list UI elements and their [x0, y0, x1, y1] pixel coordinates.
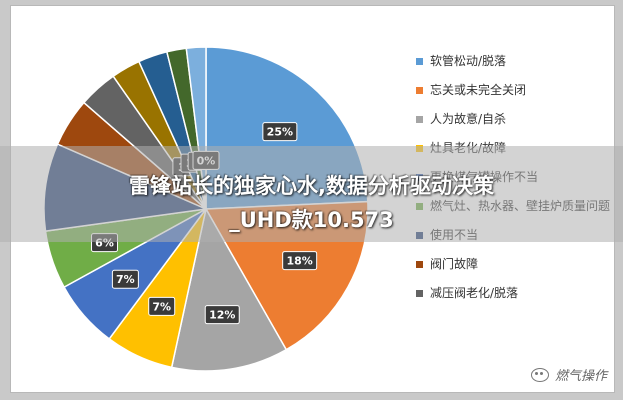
legend-label: 人为故意/自杀 [430, 112, 507, 126]
data-label: 25% [262, 122, 298, 142]
legend-item: 忘关或未完全关闭 [416, 83, 621, 98]
legend-label: 减压阀老化/脱落 [430, 286, 519, 300]
legend-swatch [416, 116, 423, 123]
data-label: 7% [111, 269, 139, 289]
watermark-text: 燃气操作 [554, 369, 607, 384]
legend-label: 忘关或未完全关闭 [430, 83, 527, 97]
legend-item: 人为故意/自杀 [416, 112, 621, 127]
data-label: 12% [204, 305, 240, 325]
headline-line-1: 雷锋站长的独家心水,数据分析驱动决策 [129, 174, 494, 198]
legend-swatch [416, 290, 423, 297]
legend-label: 软管松动/脱落 [430, 54, 507, 68]
data-label-text: 18% [286, 255, 312, 268]
legend-label: 阀门故障 [430, 257, 479, 271]
wechat-icon [530, 367, 549, 382]
pie-slice [170, 206, 288, 372]
data-label-text: 7% [116, 273, 135, 286]
headline-line-2: _UHD款10.573 [229, 208, 394, 232]
legend-swatch [416, 87, 423, 94]
watermark: 燃气操作 [530, 365, 607, 384]
legend-item: 软管松动/脱落 [416, 54, 621, 69]
legend-swatch [416, 58, 423, 65]
legend-swatch [416, 261, 423, 268]
data-label: 7% [148, 296, 176, 316]
data-label-text: 12% [209, 309, 235, 322]
data-label-text: 7% [152, 300, 171, 313]
legend-item: 阀门故障 [416, 257, 621, 272]
data-label-text: 25% [267, 126, 293, 139]
legend-item: 减压阀老化/脱落 [416, 286, 621, 301]
headline-banner [0, 146, 623, 242]
data-label: 18% [282, 251, 318, 271]
